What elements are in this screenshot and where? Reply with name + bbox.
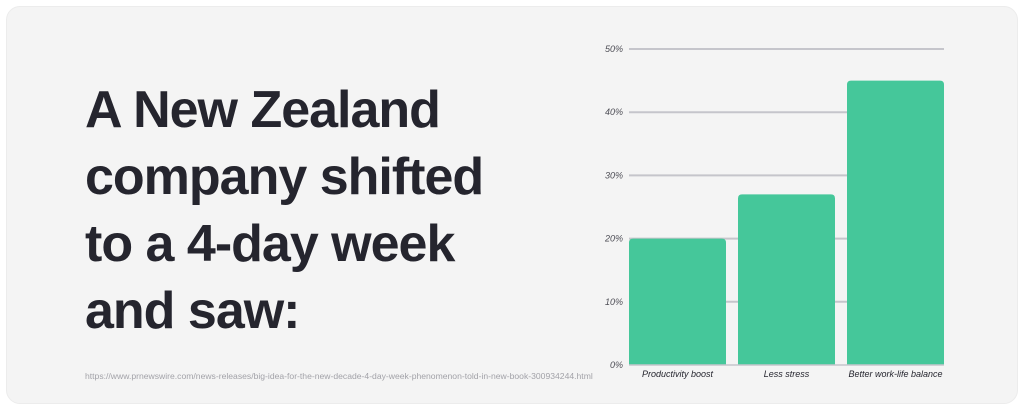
- y-tick-label: 50%: [605, 44, 623, 54]
- y-tick-label: 0%: [610, 360, 623, 370]
- y-tick-label: 10%: [605, 297, 623, 307]
- y-tick-label: 40%: [605, 107, 623, 117]
- source-url[interactable]: https://www.prnewswire.com/news-releases…: [85, 371, 593, 381]
- bar-chart: 0% 10% 20% 30% 40% 50% Productivity boost Less …: [604, 44, 944, 379]
- x-tick-label: Productivity boost: [642, 369, 714, 379]
- x-tick-label: Better work-life balance: [848, 369, 942, 379]
- headline-line: and saw:: [85, 282, 300, 340]
- x-tick-label: Less stress: [764, 369, 810, 379]
- headline-line: to a 4-day week: [85, 215, 455, 273]
- headline-line: A New Zealand: [85, 81, 441, 139]
- headline: A New Zealand company shifted to a 4-day…: [85, 77, 555, 345]
- y-tick-label: 30%: [605, 170, 623, 180]
- bar: [847, 80, 944, 365]
- bar: [629, 238, 726, 365]
- infographic-card: A New Zealand company shifted to a 4-day…: [6, 6, 1018, 404]
- y-tick-label: 20%: [604, 234, 623, 244]
- bar: [738, 194, 835, 365]
- headline-line: company shifted: [85, 148, 484, 206]
